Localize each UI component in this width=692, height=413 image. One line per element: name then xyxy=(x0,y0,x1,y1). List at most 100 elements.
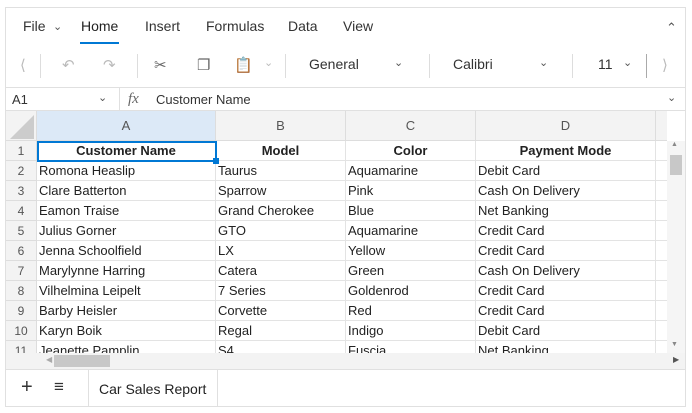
row-header[interactable]: 3 xyxy=(6,181,37,201)
cell[interactable]: Credit Card xyxy=(476,281,656,301)
row-header[interactable]: 2 xyxy=(6,161,37,181)
cell[interactable]: Eamon Traise xyxy=(37,201,216,221)
cell[interactable]: Grand Cherokee xyxy=(216,201,346,221)
copy-icon[interactable]: ❐ xyxy=(197,57,211,74)
select-all[interactable] xyxy=(6,111,37,141)
cell[interactable]: Goldenrod xyxy=(346,281,476,301)
row-header[interactable]: 11 xyxy=(6,341,37,353)
cell-grid[interactable]: A B C D 1 Customer Name Model Color Payment Mode… xyxy=(6,111,667,353)
cut-icon[interactable]: ✂ xyxy=(154,57,167,74)
cell[interactable]: Debit Card xyxy=(476,161,656,181)
cell[interactable]: LX xyxy=(216,241,346,261)
cell[interactable]: Julius Gorner xyxy=(37,221,216,241)
collapse-ribbon-icon[interactable]: ⌃ xyxy=(666,20,677,35)
number-format-dropdown[interactable]: General xyxy=(309,56,359,72)
row-header[interactable]: 7 xyxy=(6,261,37,281)
cell[interactable]: Regal xyxy=(216,321,346,341)
cell[interactable]: Taurus xyxy=(216,161,346,181)
cell[interactable]: Credit Card xyxy=(476,241,656,261)
sheet-tab-car-sales-report[interactable]: Car Sales Report xyxy=(88,370,218,406)
cell[interactable]: Aquamarine xyxy=(346,221,476,241)
cell[interactable] xyxy=(656,301,667,321)
cell[interactable]: Model xyxy=(216,141,346,161)
paste-dropdown-icon[interactable]: ⌄ xyxy=(264,57,274,69)
cell[interactable]: Barby Heisler xyxy=(37,301,216,321)
cell[interactable]: Clare Batterton xyxy=(37,181,216,201)
font-size-dropdown[interactable]: 11 xyxy=(598,56,613,72)
cell[interactable]: Net Banking xyxy=(476,201,656,221)
column-header-b[interactable]: B xyxy=(216,111,346,141)
fill-handle[interactable] xyxy=(213,158,219,164)
formula-input[interactable]: Customer Name xyxy=(156,92,251,107)
cell[interactable] xyxy=(656,281,667,301)
tab-formulas[interactable]: Formulas xyxy=(206,18,265,34)
cell[interactable]: Indigo xyxy=(346,321,476,341)
row-header[interactable]: 4 xyxy=(6,201,37,221)
cell[interactable]: Credit Card xyxy=(476,301,656,321)
undo-icon[interactable]: ↶ xyxy=(62,57,75,74)
expand-formula-icon[interactable]: ⌄ xyxy=(667,92,677,104)
redo-icon[interactable]: ↷ xyxy=(103,57,116,74)
row-header[interactable]: 1 xyxy=(6,141,37,161)
tab-home[interactable]: Home xyxy=(79,18,120,44)
cell[interactable] xyxy=(656,241,667,261)
cell[interactable]: Catera xyxy=(216,261,346,281)
chevron-down-icon[interactable]: ⌄ xyxy=(53,21,63,33)
add-sheet-icon[interactable]: + xyxy=(21,376,33,398)
cell[interactable]: Color xyxy=(346,141,476,161)
cell[interactable]: Debit Card xyxy=(476,321,656,341)
column-header-a[interactable]: A xyxy=(37,111,216,141)
cell[interactable]: Pink xyxy=(346,181,476,201)
cell[interactable] xyxy=(656,141,667,161)
cell[interactable]: Red xyxy=(346,301,476,321)
scroll-right-icon[interactable]: ⟩ xyxy=(662,57,668,74)
cell[interactable]: Sparrow xyxy=(216,181,346,201)
cell[interactable] xyxy=(656,181,667,201)
cell[interactable]: Payment Mode xyxy=(476,141,656,161)
cell[interactable]: Credit Card xyxy=(476,221,656,241)
cell[interactable]: Blue xyxy=(346,201,476,221)
cell[interactable]: Aquamarine xyxy=(346,161,476,181)
cell[interactable]: Customer Name xyxy=(37,141,216,161)
name-box[interactable]: A1 xyxy=(12,92,28,107)
cell[interactable] xyxy=(656,261,667,281)
tab-insert[interactable]: Insert xyxy=(145,18,181,34)
column-header-e[interactable] xyxy=(656,111,667,141)
cell[interactable]: Corvette xyxy=(216,301,346,321)
cell[interactable]: Romona Heaslip xyxy=(37,161,216,181)
cell[interactable]: Karyn Boik xyxy=(37,321,216,341)
cell[interactable] xyxy=(656,341,667,353)
cell[interactable]: Green xyxy=(346,261,476,281)
tab-file[interactable]: File xyxy=(23,18,46,34)
horizontal-scrollbar[interactable]: ◀ ▶ xyxy=(6,353,685,369)
cell[interactable]: 7 Series xyxy=(216,281,346,301)
tab-view[interactable]: View xyxy=(343,18,374,34)
row-header[interactable]: 9 xyxy=(6,301,37,321)
sheet-list-icon[interactable]: ≡ xyxy=(54,377,64,396)
paste-icon[interactable]: 📋 xyxy=(234,57,253,74)
cell[interactable]: Yellow xyxy=(346,241,476,261)
font-dropdown[interactable]: Calibri xyxy=(453,56,493,72)
cell[interactable]: Jeanette Pamplin xyxy=(37,341,216,353)
scroll-left-icon[interactable]: ⟨ xyxy=(20,57,26,74)
tab-data[interactable]: Data xyxy=(288,18,318,34)
column-header-d[interactable]: D xyxy=(476,111,656,141)
cell[interactable] xyxy=(656,221,667,241)
cell[interactable]: Net Banking xyxy=(476,341,656,353)
row-header[interactable]: 6 xyxy=(6,241,37,261)
cell[interactable] xyxy=(656,161,667,181)
cell[interactable]: Vilhelmina Leipelt xyxy=(37,281,216,301)
column-header-c[interactable]: C xyxy=(346,111,476,141)
chevron-down-icon[interactable]: ⌄ xyxy=(98,92,108,104)
cell[interactable]: Cash On Delivery xyxy=(476,181,656,201)
cell[interactable] xyxy=(656,321,667,341)
cell[interactable]: GTO xyxy=(216,221,346,241)
cell[interactable]: Jenna Schoolfield xyxy=(37,241,216,261)
cell[interactable]: S4 xyxy=(216,341,346,353)
row-header[interactable]: 10 xyxy=(6,321,37,341)
cell[interactable]: Fuscia xyxy=(346,341,476,353)
cell[interactable] xyxy=(656,201,667,221)
cell[interactable]: Cash On Delivery xyxy=(476,261,656,281)
row-header[interactable]: 5 xyxy=(6,221,37,241)
vertical-scrollbar[interactable]: ▲ ▼ xyxy=(667,141,685,353)
